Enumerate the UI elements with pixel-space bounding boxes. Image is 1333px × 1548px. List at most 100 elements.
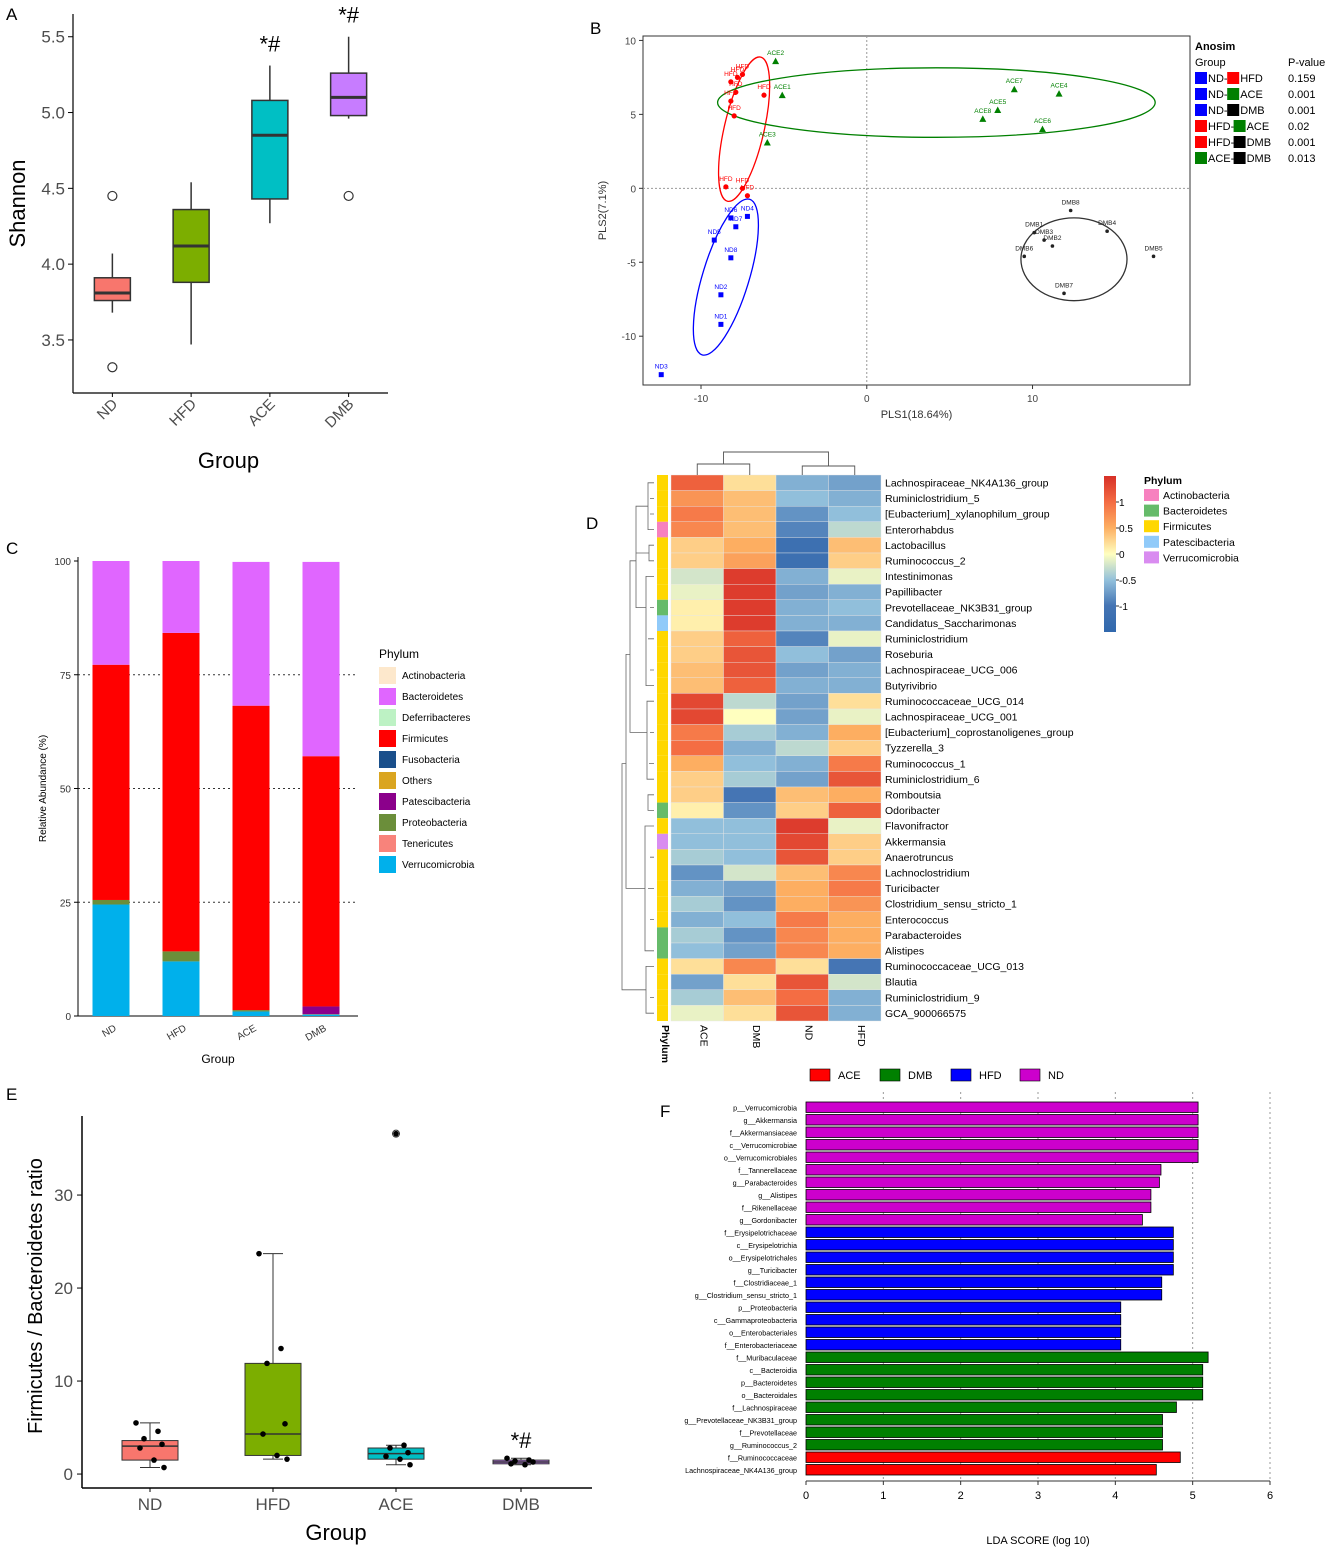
- data-point: [278, 1345, 284, 1352]
- legend-p-value: 0.001: [1288, 89, 1316, 101]
- x-axis-title: LDA SCORE (log 10): [986, 1535, 1089, 1547]
- heatmap-cell: [775, 740, 829, 757]
- heatmap-cell: [670, 974, 724, 991]
- legend-label: Firmicutes: [402, 734, 448, 745]
- legend-label: Proteobacteria: [402, 818, 467, 829]
- bar-label: f__Rikenellaceae: [742, 1203, 797, 1212]
- legend-title: Anosim: [1195, 41, 1236, 53]
- point-label: DMB4: [1098, 220, 1116, 227]
- point-label: ACE5: [989, 99, 1006, 106]
- row-label: Akkermansia: [885, 836, 946, 848]
- box-dmb: [329, 72, 368, 117]
- legend-label: DMB: [1240, 105, 1264, 117]
- data-point: [504, 1455, 510, 1462]
- legend-label: Actinobacteria: [1163, 490, 1230, 502]
- point-ace: [979, 115, 987, 122]
- lda-bar-dmb: [805, 1364, 1204, 1376]
- lda-bar-dmb: [805, 1439, 1163, 1451]
- point-label: DMB1: [1025, 222, 1043, 229]
- x-axis-title: Group: [305, 1520, 366, 1545]
- phylum-annotation-cell: [657, 896, 668, 912]
- bar-segment-verrucomicrobia: [302, 1014, 340, 1016]
- heatmap-cell: [828, 1005, 882, 1022]
- x-tick-label: 10: [1027, 394, 1039, 405]
- bar-segment-firmicutes: [162, 632, 200, 952]
- phylum-annotation-cell: [657, 755, 668, 772]
- bar-segment-patescibacteria: [302, 1006, 340, 1015]
- heatmap-cell: [670, 599, 724, 616]
- heatmap-cell: [670, 989, 724, 1006]
- heatmap-cell: [723, 1005, 777, 1022]
- x-tick-label: HFD: [256, 1495, 291, 1514]
- bar-label: g__Parabacteroides: [733, 1178, 798, 1187]
- heatmap-cell: [775, 849, 829, 866]
- x-tick-label: HFD: [166, 396, 200, 430]
- x-tick-label: DMB: [502, 1495, 540, 1514]
- bar-label: o__Enterobacteriales: [729, 1328, 797, 1337]
- heatmap-cell: [828, 849, 882, 866]
- row-label: Odoribacter: [885, 805, 940, 817]
- significance-mark: *#: [338, 3, 360, 28]
- y-tick-label: 100: [54, 557, 71, 568]
- y-axis-title: Relative Abundance (%): [38, 735, 49, 842]
- point-hfd: [761, 92, 767, 98]
- heatmap-cell: [723, 506, 777, 523]
- point-nd: [728, 255, 734, 261]
- heatmap-cell: [775, 584, 829, 601]
- legend-swatch: [1233, 120, 1246, 132]
- legend-swatch: [1233, 152, 1246, 164]
- heatmap-cell: [723, 630, 777, 647]
- heatmap-cell: [723, 599, 777, 616]
- legend-swatch: [950, 1068, 972, 1082]
- point-ace: [778, 91, 786, 99]
- row-annotation-label: Phylum: [659, 1025, 671, 1063]
- legend-label: Deferribacteres: [402, 713, 470, 724]
- data-point: [282, 1421, 288, 1427]
- legend-label: Patescibacteria: [402, 797, 471, 808]
- legend-swatch: [1227, 72, 1240, 84]
- heatmap-cell: [723, 740, 777, 757]
- y-tick-label: 5.5: [41, 28, 65, 47]
- x-tick-label: HFD: [165, 1023, 188, 1043]
- bar-label: f__Enterobacteriaceae: [725, 1341, 797, 1350]
- colorbar-tick-label: 1: [1119, 498, 1125, 509]
- row-label: Roseburia: [885, 649, 933, 661]
- heatmap-cell: [828, 584, 882, 601]
- data-point: [133, 1420, 139, 1426]
- legend-swatch: [1144, 504, 1159, 517]
- panel-letter-d: D: [586, 514, 598, 533]
- x-axis-title: Group: [198, 448, 259, 473]
- x-tick-label: 0: [864, 394, 870, 405]
- bar-label: g__Turicibacter: [748, 1266, 798, 1275]
- phylum-annotation-cell: [657, 662, 668, 678]
- heatmap-cell: [775, 974, 829, 991]
- row-label: Intestinimonas: [885, 571, 953, 583]
- row-label: Anaerotruncus: [885, 852, 953, 864]
- panel-letter-f: F: [660, 1102, 670, 1121]
- phylum-annotation-cell: [657, 599, 668, 616]
- panel-a-shannon-boxplot: 3.5 4.0 4.5 5.0 5.5 ND HFD *# ACE *# DMB Group Shann…: [5, 3, 388, 473]
- heatmap-cell: [723, 864, 777, 881]
- y-tick-label: 10: [625, 36, 637, 47]
- panel-c-stacked-bar: 0 25 50 75 100 ND HFD ACE DMB Group Relative Abund…: [38, 557, 475, 1066]
- legend-swatch: [379, 856, 396, 873]
- data-point: [155, 1428, 161, 1435]
- lda-bar-dmb: [805, 1389, 1204, 1401]
- data-point: [383, 1453, 389, 1460]
- point-label: ACE6: [1034, 118, 1051, 125]
- heatmap-cell: [828, 521, 882, 538]
- row-dendrogram: [621, 482, 654, 1014]
- phylum-annotation-cell: [657, 1005, 668, 1021]
- heatmap-cell: [775, 615, 829, 632]
- legend-label: ND: [1048, 1070, 1064, 1082]
- y-axis-title: PLS2(7.1%): [597, 181, 609, 240]
- heatmap-cell: [828, 615, 882, 632]
- point-label: HFD: [719, 176, 733, 183]
- legend-title: Phylum: [1144, 475, 1182, 487]
- y-tick-label: -5: [627, 258, 636, 269]
- row-label: Alistipes: [885, 946, 924, 958]
- heatmap-cell: [775, 708, 829, 725]
- x-tick-label: -10: [694, 394, 709, 405]
- legend-label: Verrucomicrobia: [402, 860, 475, 871]
- point-ace: [994, 106, 1002, 113]
